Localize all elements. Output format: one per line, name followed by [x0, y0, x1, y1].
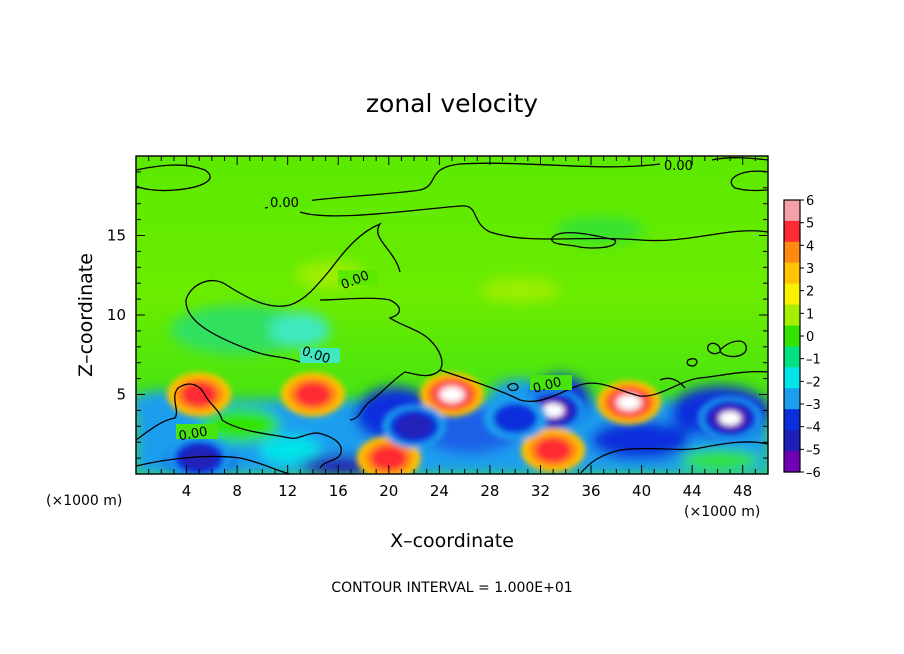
- y-tick-label: 15: [107, 227, 126, 245]
- colorbar-swatch: [784, 325, 800, 348]
- colorbar-label: 6: [806, 194, 814, 209]
- colorbar-swatch: [784, 262, 800, 285]
- contour-interval-note: CONTOUR INTERVAL = 1.000E+01: [331, 580, 572, 596]
- colorbar-label: 5: [806, 217, 814, 232]
- x-tick-label: 4: [182, 482, 192, 500]
- x-tick-label: 8: [232, 482, 242, 500]
- y-tick-label: 10: [107, 306, 126, 324]
- colorbar-label: 1: [806, 307, 814, 322]
- colorbar-label: 3: [806, 262, 814, 277]
- x-tick-label: 28: [480, 482, 499, 500]
- colorbar-swatch: [784, 388, 800, 410]
- contour-label: 0.00: [531, 375, 563, 397]
- feature-blob: [483, 396, 548, 441]
- contour-label: 0.00: [270, 196, 299, 211]
- contour-labels: 0.00 0.00 0.00 0.00 0.00 0.00: [176, 158, 702, 444]
- colorbar: 6 5 4 3 2 1 0 –1 –2 –3 –4 –5 –6: [783, 194, 821, 481]
- x-tick-label: 40: [632, 482, 651, 500]
- y-ticks: 5 10 15: [107, 171, 768, 459]
- x-axis-label: X–coordinate: [390, 530, 514, 552]
- x-ticks: 4 8 12 16 20 24 28 32 36 40 44 48: [148, 156, 756, 500]
- colorbar-swatch: [784, 241, 800, 264]
- colorbar-label: –1: [806, 353, 821, 368]
- colorbar-swatch: [784, 367, 800, 389]
- colorbar-label: –3: [806, 398, 821, 413]
- x-tick-label: 24: [430, 482, 449, 500]
- contour-label: 0.00: [178, 425, 209, 445]
- y-axis-label: Z–coordinate: [75, 253, 97, 377]
- contour-label: 0.00: [664, 159, 693, 174]
- x-units-left: (×1000 m): [46, 493, 122, 509]
- feature-blob: [596, 380, 661, 425]
- x-tick-label: 44: [683, 482, 702, 500]
- colorbar-label: –2: [806, 375, 821, 390]
- colorbar-swatch: [784, 430, 800, 452]
- colorbar-swatch: [784, 409, 800, 431]
- feature-blob: [698, 396, 763, 441]
- colorbar-swatch: [784, 451, 800, 473]
- x-tick-label: 20: [379, 482, 398, 500]
- feature-blob: [382, 404, 447, 449]
- feature-blob: [420, 372, 484, 417]
- colorbar-swatch: [784, 283, 800, 306]
- colorbar-label: 4: [806, 239, 814, 254]
- feature-blob: [167, 372, 232, 417]
- feature-blob: [280, 372, 345, 417]
- contour-lines: [135, 157, 769, 475]
- heatmap-field: [136, 156, 768, 474]
- x-tick-label: 48: [733, 482, 752, 500]
- colorbar-swatch: [784, 304, 800, 327]
- colorbar-label: –6: [806, 466, 821, 481]
- x-units-right: (×1000 m): [684, 504, 760, 520]
- x-tick-label: 32: [531, 482, 550, 500]
- y-tick-label: 5: [116, 386, 126, 404]
- colorbar-label: –4: [806, 421, 821, 436]
- colorbar-swatch: [784, 220, 800, 243]
- colorbar-label: 0: [806, 330, 814, 345]
- colorbar-swatch: [784, 346, 800, 368]
- chart-title: zonal velocity: [366, 89, 538, 118]
- colorbar-swatch: [784, 200, 800, 222]
- colorbar-label: 2: [806, 285, 814, 300]
- x-tick-label: 16: [329, 482, 348, 500]
- feature-blob: [167, 436, 232, 474]
- x-tick-label: 36: [581, 482, 600, 500]
- x-tick-label: 12: [278, 482, 297, 500]
- colorbar-label: –5: [806, 443, 821, 458]
- feature-blob: [521, 428, 586, 473]
